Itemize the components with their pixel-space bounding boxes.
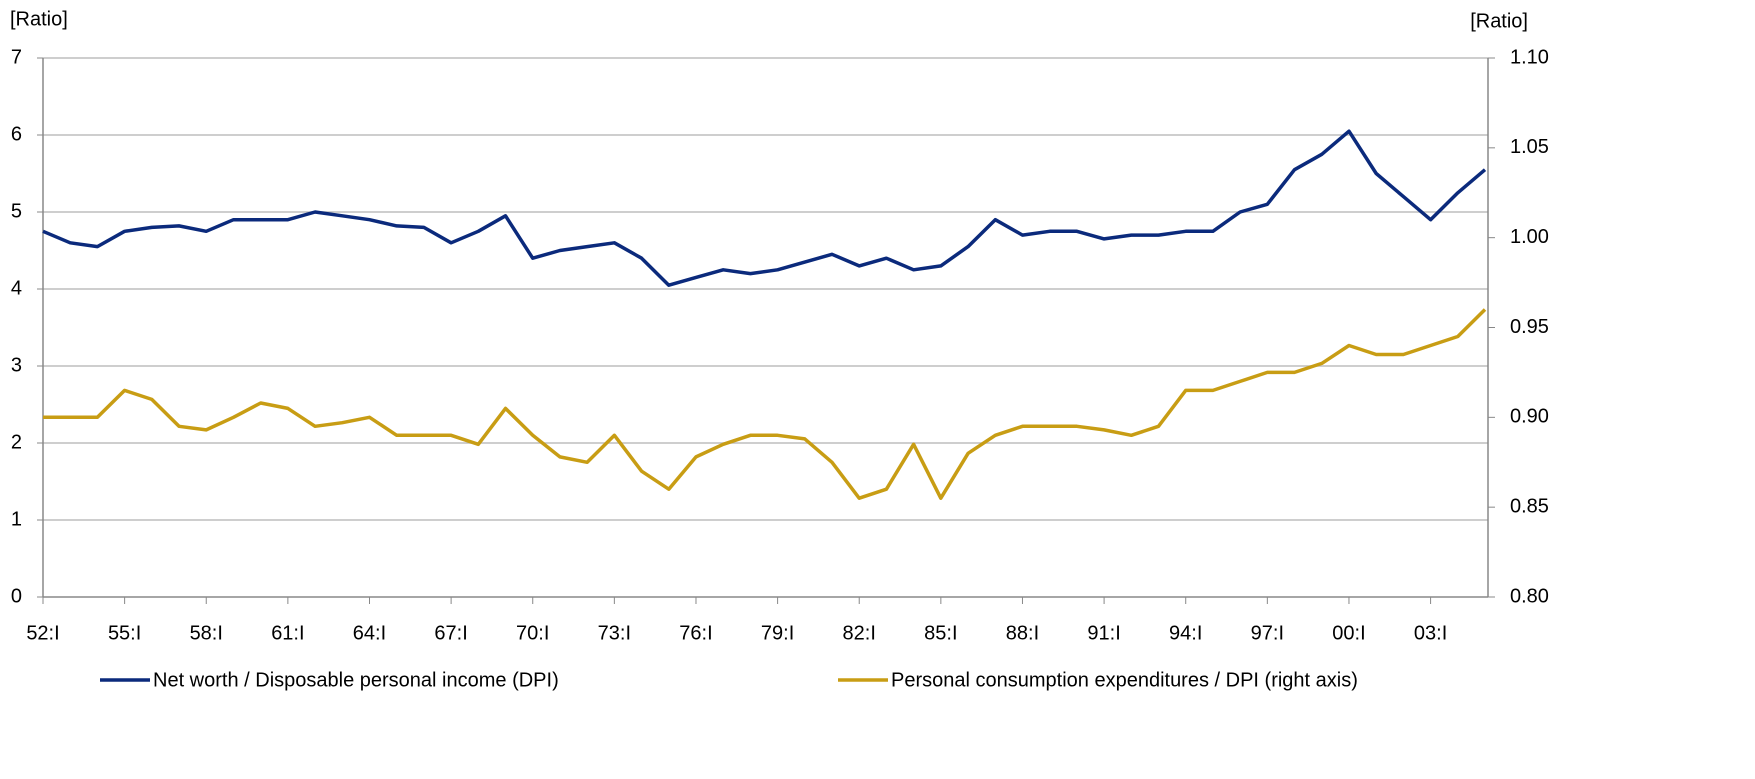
y-axis-label: [Ratio] [10,8,68,30]
x-tick-label: 00:I [1332,622,1365,644]
x-tick-label: 73:I [598,622,631,644]
x-tick-label: 91:I [1087,622,1120,644]
y-tick-label: 5 [11,200,22,222]
x-tick-label: 03:I [1414,622,1447,644]
y2-tick-label: 1.10 [1510,46,1549,68]
series-line [43,308,1487,500]
x-tick-label: 88:I [1006,622,1039,644]
x-tick-label: 94:I [1169,622,1202,644]
y2-tick-label: 0.90 [1510,406,1549,428]
x-tick-label: 76:I [679,622,712,644]
x-tick-label: 64:I [353,622,386,644]
y-tick-label: 6 [11,123,22,145]
y-tick-label: 0 [11,585,22,607]
series-line [42,129,1487,287]
x-tick-label: 70:I [516,622,549,644]
y2-tick-label: 1.05 [1510,136,1549,158]
x-tick-label: 52:I [26,622,59,644]
y2-tick-label: 0.80 [1510,585,1549,607]
x-tick-label: 58:I [190,622,223,644]
y2-tick-label: 0.95 [1510,316,1549,338]
y-tick-label: 3 [11,354,22,376]
y-tick-label: 4 [11,277,22,299]
x-tick-label: 79:I [761,622,794,644]
x-tick-label: 55:I [108,622,141,644]
y2-tick-label: 1.00 [1510,226,1549,248]
y-tick-label: 1 [11,508,22,530]
x-tick-label: 67:I [434,622,467,644]
y2-axis-label: [Ratio] [1470,10,1528,32]
y2-tick-label: 0.85 [1510,495,1549,517]
legend-label: Personal consumption expenditures / DPI … [891,669,1358,691]
x-tick-label: 82:I [843,622,876,644]
y-tick-label: 7 [11,46,22,68]
legend-label: Net worth / Disposable personal income (… [153,669,559,691]
x-tick-label: 61:I [271,622,304,644]
x-tick-label: 85:I [924,622,957,644]
y-tick-label: 2 [11,431,22,453]
x-tick-label: 97:I [1251,622,1284,644]
